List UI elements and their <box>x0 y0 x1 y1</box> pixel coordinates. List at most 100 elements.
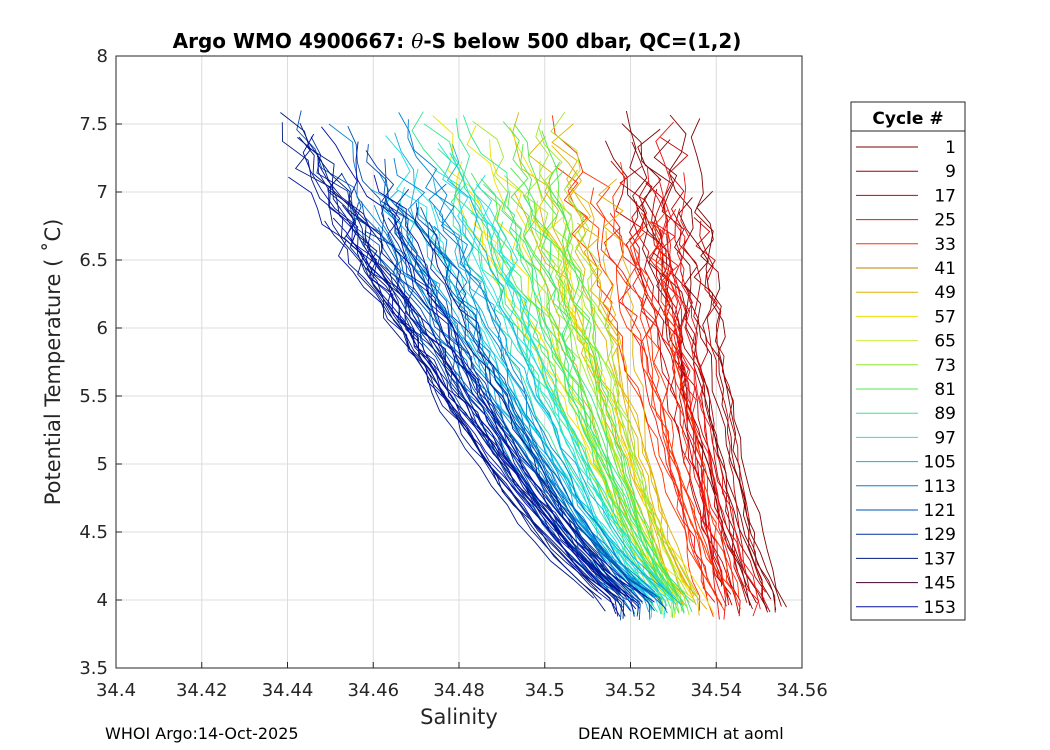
ticks: 34.4 34.42 34.44 34.46 34.48 34.5 34.52 34.54 34… <box>79 46 827 701</box>
chart-title: Argo WMO 4900667: θ-S below 500 dbar, QC… <box>173 29 742 53</box>
profile-line <box>394 132 636 615</box>
profile-line <box>678 197 776 613</box>
profile-line <box>419 228 659 591</box>
legend-entry-label: 137 <box>924 549 956 569</box>
profile-line <box>655 121 727 620</box>
legend-entry-label: 105 <box>924 453 956 473</box>
legend-entry-label: 17 <box>934 186 956 206</box>
profile-line <box>566 169 699 596</box>
x-tick-label: 34.42 <box>176 680 228 701</box>
profile-line <box>638 180 766 593</box>
profile-line <box>568 200 682 612</box>
profile-line <box>676 172 735 592</box>
legend-entry-label: 41 <box>934 259 956 279</box>
profile-line <box>550 111 690 616</box>
profile-line <box>414 207 621 592</box>
profile-line <box>548 170 685 614</box>
profile-line <box>332 217 630 588</box>
y-tick-label: 7 <box>97 182 108 203</box>
profile-line <box>551 115 723 606</box>
profile-line <box>699 220 771 613</box>
profile-line <box>415 202 651 620</box>
y-tick-label: 7.5 <box>79 114 108 135</box>
legend-entry-label: 113 <box>924 477 956 497</box>
profile-line <box>690 118 787 608</box>
profile-line <box>321 126 626 597</box>
legend-entry-label: 57 <box>934 307 956 327</box>
legend-entry-label: 65 <box>934 332 956 352</box>
profiles <box>280 110 787 621</box>
chart-title-suffix: -S below 500 dbar, QC=(1,2) <box>423 29 741 53</box>
legend-entry-label: 25 <box>934 211 956 231</box>
profile-line <box>324 220 598 592</box>
footer-left: WHOI Argo:14-Oct-2025 <box>105 724 299 743</box>
legend-title: Cycle # <box>872 109 943 129</box>
profile-line <box>462 115 693 613</box>
legend-entry-label: 129 <box>924 525 956 545</box>
profile-line <box>296 110 655 612</box>
legend-entry-label: 145 <box>924 574 956 594</box>
legend-entry-label: 153 <box>924 598 956 618</box>
x-tick-label: 34.52 <box>605 680 657 701</box>
x-tick-label: 34.44 <box>262 680 314 701</box>
profile-line <box>387 217 631 611</box>
profile-line <box>696 190 769 613</box>
profile-line <box>602 230 677 597</box>
profile-line <box>381 207 654 598</box>
y-tick-label: 3.5 <box>79 658 108 679</box>
profile-line <box>475 184 652 611</box>
legend: Cycle # 1 9 17 25 33 41 49 57 65 73 81 89 97 105 113 12… <box>850 101 966 621</box>
legend-entry-label: 81 <box>934 380 956 400</box>
legend-entry-label: 1 <box>945 138 956 158</box>
chart-title-prefix: Argo WMO 4900667: <box>173 29 412 53</box>
profile-line <box>513 123 675 601</box>
profile-line <box>428 183 643 588</box>
x-axis-label: Salinity <box>420 705 498 729</box>
profile-line <box>646 166 727 607</box>
footer-right: DEAN ROEMMICH at aoml <box>578 724 784 743</box>
profile-line <box>395 188 643 603</box>
legend-entry-label: 49 <box>934 283 956 303</box>
profile-line <box>489 139 670 601</box>
profile-line <box>610 160 732 595</box>
y-tick-label: 4.5 <box>79 522 108 543</box>
y-tick-label: 8 <box>97 46 108 67</box>
profile-line <box>297 137 607 592</box>
y-tick-label: 5 <box>97 454 108 475</box>
y-axis-label: Potential Temperature ( ˚C) <box>41 219 65 506</box>
profile-line <box>538 126 689 595</box>
profile-line <box>658 177 761 610</box>
profile-line <box>660 137 748 603</box>
profile-line <box>281 122 626 617</box>
profile-line <box>328 123 656 598</box>
profile-line <box>407 119 632 612</box>
profile-line <box>428 221 621 596</box>
x-tick-label: 34.4 <box>96 680 136 701</box>
profile-line <box>472 174 667 619</box>
profile-line <box>548 161 680 614</box>
legend-entry-label: 9 <box>945 162 956 182</box>
profile-line <box>632 213 760 617</box>
profile-line <box>483 183 661 588</box>
profile-line <box>524 160 680 613</box>
x-tick-label: 34.5 <box>525 680 565 701</box>
y-tick-label: 5.5 <box>79 386 108 407</box>
profile-line <box>449 152 670 595</box>
legend-box <box>850 101 966 621</box>
legend-entry-label: 33 <box>934 235 956 255</box>
profile-line <box>462 217 650 613</box>
profile-line <box>299 122 615 606</box>
legend-entries: 1 9 17 25 33 41 49 57 65 73 81 89 97 105 113 121 129 137 1… <box>856 138 956 618</box>
legend-entry-label: 89 <box>934 404 956 424</box>
y-tick-label: 4 <box>97 590 108 611</box>
profile-line <box>621 123 777 611</box>
profile-line <box>522 194 674 597</box>
legend-entry-label: 121 <box>924 501 956 521</box>
profile-line <box>432 178 665 590</box>
legend-entry-label: 73 <box>934 356 956 376</box>
profile-line <box>628 224 714 617</box>
profile-line <box>603 212 718 597</box>
x-tick-label: 34.48 <box>433 680 485 701</box>
profile-line <box>373 174 619 617</box>
